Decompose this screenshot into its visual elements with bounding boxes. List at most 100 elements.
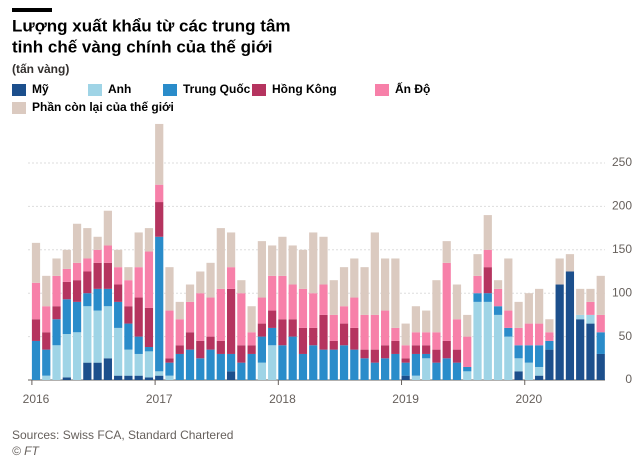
legend-swatch [375,84,389,96]
bar-segment [175,345,184,354]
bar-segment [144,377,154,380]
bar-segment [309,232,318,294]
bar-segment [31,340,41,380]
bar-segment [524,323,533,346]
bar-segment [216,340,225,354]
bar-segment [31,319,41,341]
bar-segment [463,366,472,372]
bar-segment [237,293,246,346]
bar-segment [124,267,133,281]
bar-segment [473,254,482,276]
bar-segment [216,353,225,380]
bar-segment [452,362,462,380]
bar-segment [42,332,51,350]
chart-title: Lượng xuất khẩu từ các trung tâm [12,16,291,35]
legend-swatch [252,84,266,96]
bar-segment [463,314,472,337]
bar-segment [452,284,462,320]
bar-segment [288,245,297,285]
bar-segment [493,280,503,289]
bar-segment [114,375,123,380]
bar-segment [473,293,482,302]
bar-segment [103,262,112,289]
bar-segment [52,258,61,276]
bar-segment [432,349,441,363]
bar-segment [247,345,256,354]
x-tick-label: 2018 [269,392,296,406]
y-tick-label: 0 [625,372,632,386]
bar-segment [185,332,195,350]
bar-segment [493,314,503,380]
bar-segment [452,319,462,350]
bar-segment [381,358,390,380]
bar-segment [103,210,112,246]
bar-segment [401,323,410,346]
x-tick-label: 2017 [146,392,173,406]
bar-segment [62,281,71,300]
bar-segment [114,284,123,302]
bar-segment [31,282,41,320]
bar-segment [391,327,400,341]
bar-segment [411,375,421,380]
bar-segment [319,314,328,350]
bar-segment [124,323,133,350]
bar-segment [360,267,369,315]
bar-segment [452,349,462,363]
bar-segment [175,353,184,380]
bar-segment [535,345,544,367]
bar-segment [329,340,338,350]
bar-segment [83,306,92,363]
bar-segment [401,362,410,376]
bar-segment [483,301,492,380]
bar-segment [339,306,349,324]
bar-segment [535,366,544,376]
bar-segment [155,236,164,372]
bar-segment [504,336,513,380]
brand-bar [12,8,52,12]
legend-label: Phần còn lại của thế giới [32,100,174,114]
bar-segment [52,319,61,346]
bar-segment [155,375,164,380]
bar-segment [514,345,523,359]
bar-segment [329,280,338,315]
bar-segment [247,353,256,380]
bar-segment [535,323,544,346]
bar-segment [288,336,297,380]
bar-segment [381,258,390,311]
bar-segment [370,314,379,350]
bar-segment [309,327,318,346]
bar-segment [586,314,595,324]
bar-segment [206,336,215,350]
bar-segment [493,306,503,315]
bar-segment [309,293,318,328]
bar-segment [134,232,143,268]
bar-segment [278,236,287,276]
bar-segment [596,353,605,380]
bar-segment [483,215,492,250]
bar-segment [514,327,523,346]
bar-segment [42,349,51,376]
bar-segment [196,293,205,341]
bar-segment [206,297,215,337]
bar-segment [309,345,318,380]
bar-segment [144,351,154,378]
bar-segment [257,362,266,380]
bar-segment [381,310,390,346]
chart-subtitle: (tấn vàng) [12,62,69,76]
bar-segment [185,349,195,380]
bar-segment [545,332,554,341]
bar-segment [391,353,400,380]
bar-segment [144,307,154,348]
source: Sources: Swiss FCA, Standard Chartered [12,428,233,442]
legend-swatch [12,102,26,114]
bar-segment [586,301,595,315]
bar-segment [165,267,174,311]
y-tick-label: 50 [619,329,633,343]
bar-segment [31,242,41,283]
bar-segment [411,353,421,376]
bar-segment [514,371,523,380]
bar-segment [83,293,92,307]
bar-segment [103,245,112,263]
bar-segment [268,327,277,346]
bar-segment [124,375,133,380]
